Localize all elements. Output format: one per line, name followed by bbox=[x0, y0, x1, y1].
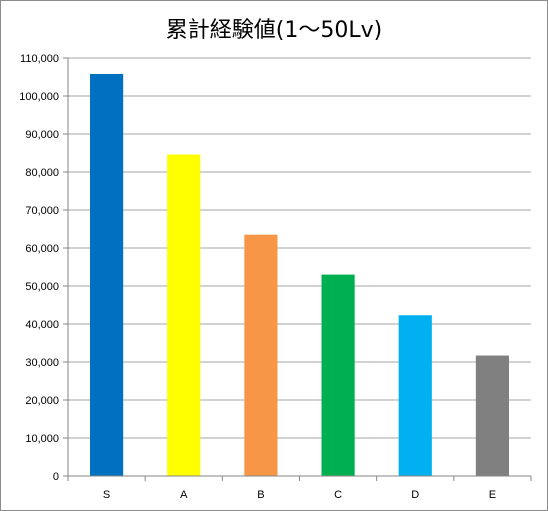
bar-c bbox=[321, 274, 355, 476]
bar-b bbox=[244, 234, 278, 476]
y-tick-label: 30,000 bbox=[25, 357, 59, 369]
axes bbox=[67, 58, 532, 481]
bars bbox=[89, 73, 510, 477]
x-tick-label: C bbox=[334, 489, 342, 501]
y-axis-ticks: 0 10,000 20,000 30,000 40,000 50,000 60,000 70,… bbox=[19, 53, 68, 483]
chart-title: 累計経験値(1～50Lv) bbox=[165, 18, 383, 43]
x-tick-label: S bbox=[103, 489, 110, 501]
bar-e bbox=[475, 355, 510, 476]
x-tick-label: E bbox=[489, 489, 496, 501]
y-tick-label: 90,000 bbox=[25, 129, 59, 141]
gridlines bbox=[68, 57, 531, 439]
x-tick-label: B bbox=[257, 489, 264, 501]
y-tick-label: 70,000 bbox=[25, 205, 59, 217]
bar-a bbox=[167, 154, 201, 476]
y-tick-label: 80,000 bbox=[25, 167, 59, 179]
x-tick-label: D bbox=[411, 489, 419, 501]
y-tick-label: 10,000 bbox=[25, 433, 59, 445]
x-tick-label: A bbox=[180, 489, 188, 501]
y-tick-label: 60,000 bbox=[25, 243, 59, 255]
bar-d bbox=[398, 315, 432, 476]
y-tick-label: 50,000 bbox=[25, 281, 59, 293]
y-tick-label: 110,000 bbox=[20, 53, 59, 65]
bar-s bbox=[89, 73, 124, 477]
y-tick-label: 40,000 bbox=[25, 319, 59, 331]
y-tick-label: 0 bbox=[53, 471, 59, 483]
y-tick-label: 20,000 bbox=[25, 395, 59, 407]
y-tick-label: 100,000 bbox=[19, 91, 59, 103]
